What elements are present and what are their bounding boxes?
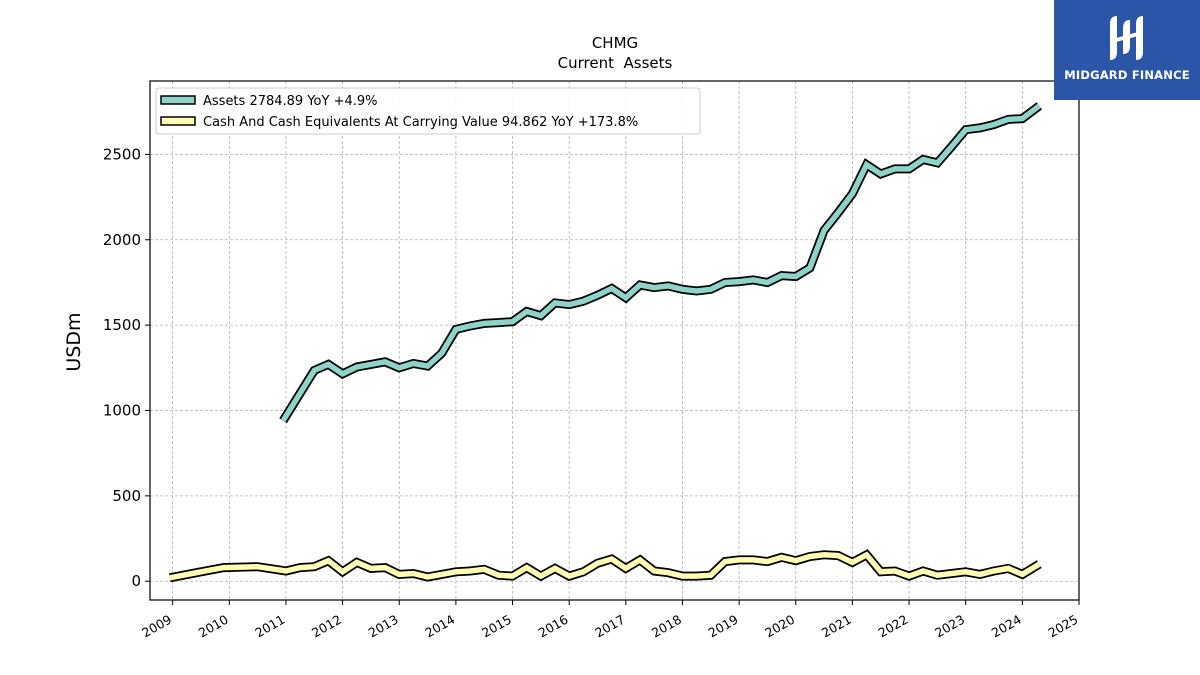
x-tick-label: 2019 [706,612,741,641]
y-tick-label: 2000 [103,231,141,249]
y-tick-label: 1500 [103,316,141,334]
x-tick-label: 2023 [932,612,967,641]
x-tick-label: 2021 [819,612,854,641]
y-tick-label: 1000 [103,401,141,419]
legend-label: Cash And Cash Equivalents At Carrying Va… [203,115,638,130]
x-tick-label: 2025 [1045,612,1080,641]
x-tick-label: 2018 [649,612,684,641]
x-tick-label: 2011 [252,612,287,641]
legend-box [155,87,701,135]
legend-swatch [160,116,196,126]
x-tick-label: 2016 [536,612,571,641]
x-tick-label: 2009 [139,612,174,641]
series-assets [279,102,1043,424]
x-tick-label: 2015 [479,612,514,641]
x-tick-label: 2022 [876,612,911,641]
x-tick-label: 2024 [989,612,1024,641]
y-tick-label: 0 [131,572,141,590]
series-line [169,551,1041,581]
y-axis: 0 500 1000 1500 2000 2500 [103,145,150,590]
x-tick-label: 2020 [762,612,797,641]
series-cash [168,549,1042,583]
brand-name: MIDGARD FINANCE [1064,68,1190,82]
series-layer [168,102,1043,583]
x-tick-label: 2012 [309,612,344,641]
y-tick-label: 500 [112,487,141,505]
legend-swatch [160,95,196,105]
y-tick-label: 2500 [103,145,141,163]
legend: Assets 2784.89 YoY +4.9% Cash And Cash Eq… [155,87,701,135]
legend-label: Assets 2784.89 YoY +4.9% [203,94,378,109]
x-tick-label: 2010 [196,612,231,641]
series-line-outline [279,102,1043,424]
midgard-logo-icon [1110,16,1143,60]
x-tick-label: 2014 [422,612,457,641]
legend-item: Cash And Cash Equivalents At Carrying Va… [160,115,638,130]
series-line [280,103,1041,423]
chart-title: CHMG [592,34,638,52]
brand-logo: MIDGARD FINANCE [1054,0,1200,100]
x-axis: 2009 2010 2011 2012 2013 2014 2015 2016 2017 2018… [139,600,1081,641]
chart-subtitle: Current Assets [558,54,673,72]
legend-item: Assets 2784.89 YoY +4.9% [160,94,378,109]
x-tick-label: 2013 [366,612,401,641]
plot-frame [149,80,1080,601]
y-axis-label: USDm [63,312,85,371]
x-tick-label: 2017 [592,612,627,641]
